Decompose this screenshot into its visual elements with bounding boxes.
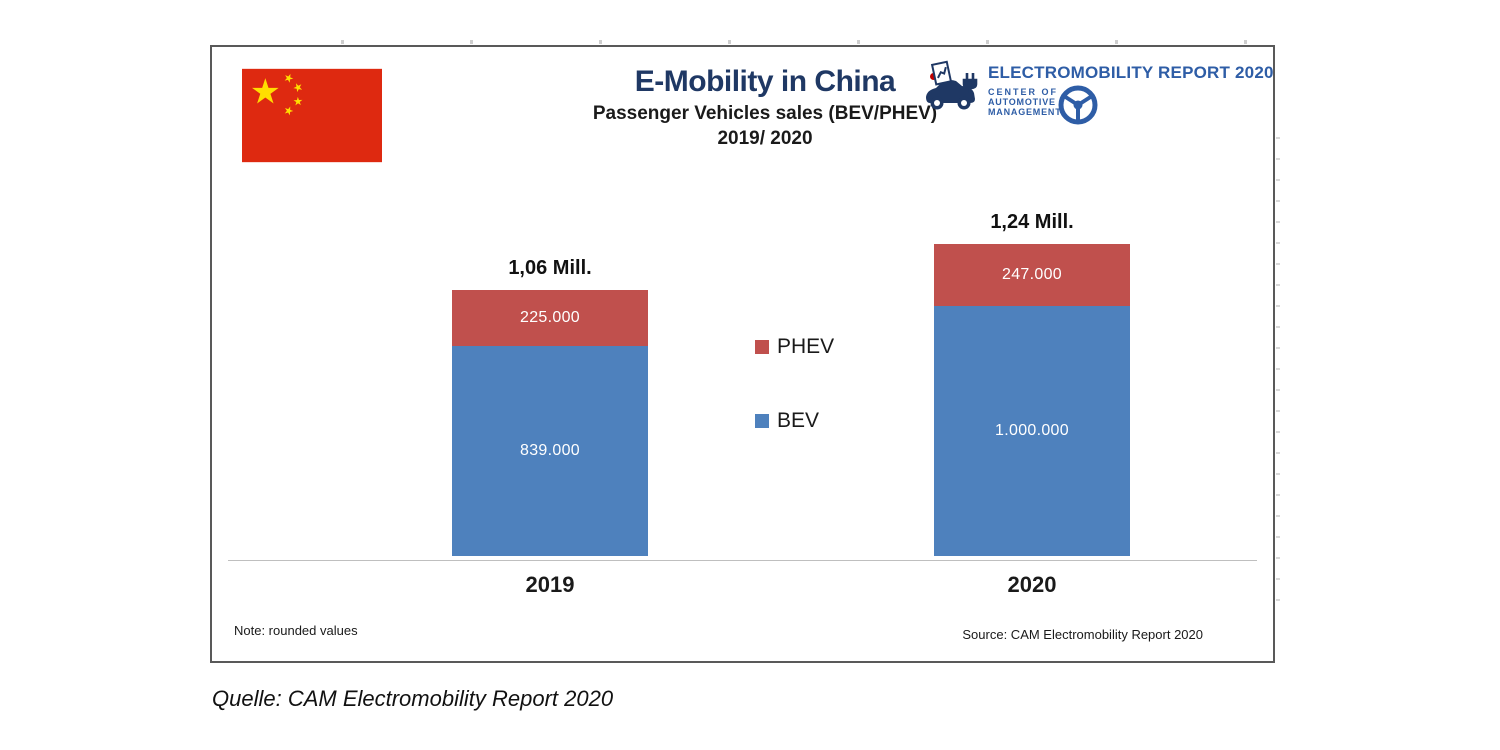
legend-label-bev: BEV xyxy=(777,409,820,432)
chart-subtitle: Passenger Vehicles sales (BEV/PHEV) xyxy=(592,103,938,124)
org-line-1: CENTER OF xyxy=(988,87,1059,97)
china-flag xyxy=(242,68,382,163)
data-label-phev-2020: 247.000 xyxy=(1002,266,1062,284)
data-label-phev-2019: 225.000 xyxy=(520,309,580,327)
legend-label-phev: PHEV xyxy=(777,335,835,358)
edge-tick-marks-right xyxy=(1276,130,1280,620)
chart-title: E-Mobility in China xyxy=(634,65,896,98)
bar-segment-phev-2020: 247.000 xyxy=(934,244,1130,306)
legend: PHEV BEV xyxy=(755,335,834,483)
electric-car-report-icon xyxy=(926,60,978,110)
legend-item-phev: PHEV xyxy=(755,335,834,359)
bar-segment-bev-2019: 839.000 xyxy=(452,346,648,556)
steering-wheel-icon xyxy=(1058,85,1098,125)
brand-red-dot xyxy=(930,73,937,80)
figure-caption: Quelle: CAM Electromobility Report 2020 xyxy=(212,686,614,711)
bar-segment-phev-2019: 225.000 xyxy=(452,290,648,347)
edge-tick-marks-top xyxy=(215,40,1275,44)
total-label-2020: 1,24 Mill. xyxy=(990,211,1074,234)
org-line-2: AUTOMOTIVE xyxy=(988,97,1056,107)
legend-item-bev: BEV xyxy=(755,409,834,433)
note-text: Note: rounded values xyxy=(234,623,358,638)
bar-segment-bev-2020: 1.000.000 xyxy=(934,306,1130,556)
legend-swatch-phev xyxy=(755,340,769,354)
data-label-bev-2019: 839.000 xyxy=(520,442,580,460)
x-axis-label-2020: 2020 xyxy=(1007,572,1057,597)
x-axis-label-2019: 2019 xyxy=(525,572,575,597)
title-block: E-Mobility in China Passenger Vehicles s… xyxy=(385,65,1145,150)
total-label-2019: 1,06 Mill. xyxy=(508,257,592,279)
chart-period: 2019/ 2020 xyxy=(717,128,813,149)
source-text: Source: CAM Electromobility Report 2020 xyxy=(962,627,1203,642)
data-label-bev-2020: 1.000.000 xyxy=(995,422,1069,439)
org-name: CENTER OF AUTOMOTIVE MANAGEMENT xyxy=(988,87,1062,117)
plot-area: 839.000 225.000 1,06 Mill. 2019 1.000.000 247… xyxy=(212,47,1273,661)
legend-swatch-bev xyxy=(755,414,769,428)
report-title: ELECTROMOBILITY REPORT 2020 xyxy=(988,63,1274,82)
x-axis-line xyxy=(228,560,1257,561)
org-line-3: MANAGEMENT xyxy=(988,107,1062,117)
chart-panel: E-Mobility in China Passenger Vehicles s… xyxy=(210,45,1275,663)
